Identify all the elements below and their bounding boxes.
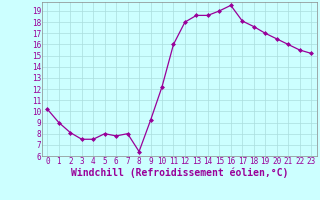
X-axis label: Windchill (Refroidissement éolien,°C): Windchill (Refroidissement éolien,°C)	[70, 167, 288, 178]
